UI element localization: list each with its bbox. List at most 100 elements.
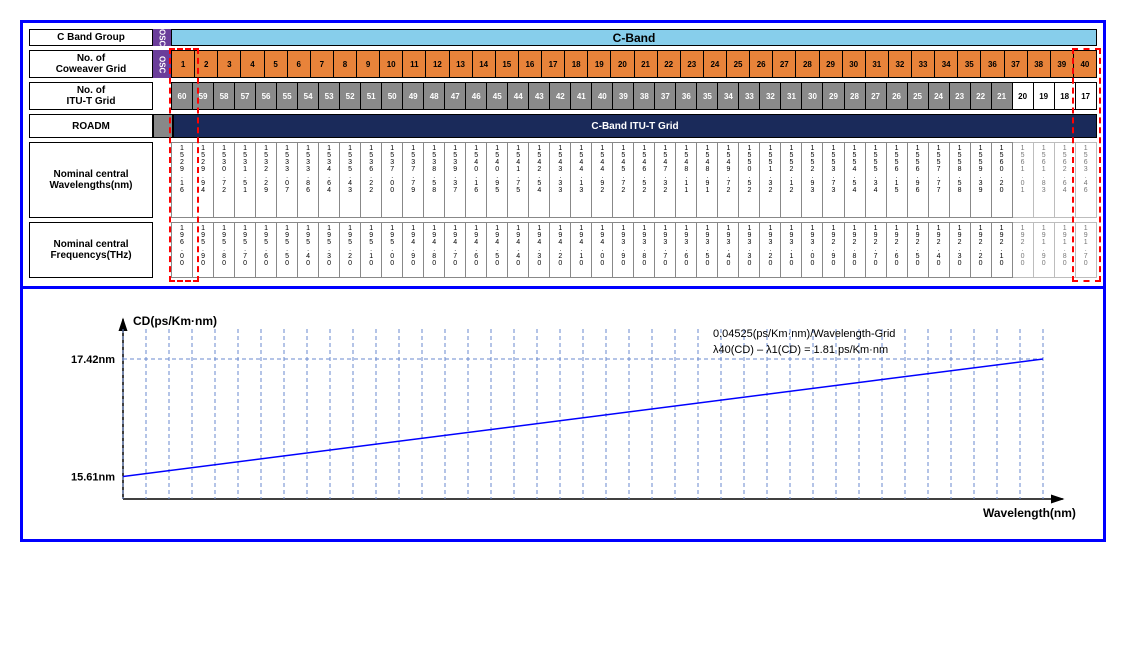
coweaver-cell: 31 xyxy=(866,50,889,78)
value-cell: 1556.96 xyxy=(908,142,929,218)
coweaver-cell: 6 xyxy=(288,50,311,78)
value-cell: 192.60 xyxy=(887,222,908,278)
value-cell: 1531.51 xyxy=(235,142,256,218)
coweaver-cell: 28 xyxy=(796,50,819,78)
itut-cell: 51 xyxy=(361,82,382,110)
itut-cell: 55 xyxy=(277,82,298,110)
svg-text:Wavelength(nm): Wavelength(nm) xyxy=(983,506,1076,520)
value-cell: 195.60 xyxy=(256,222,277,278)
value-cell: 195.70 xyxy=(235,222,256,278)
value-cell: 191.80 xyxy=(1055,222,1076,278)
value-cell: 1538.58 xyxy=(424,142,445,218)
roadm-pre xyxy=(153,114,173,138)
itut-cell: 20 xyxy=(1013,82,1034,110)
value-cell: 194.10 xyxy=(571,222,592,278)
value-cell: 193.00 xyxy=(802,222,823,278)
coweaver-cell: 14 xyxy=(473,50,496,78)
value-cell: 191.90 xyxy=(1034,222,1055,278)
itut-cell: 32 xyxy=(760,82,781,110)
row-label: Nominal centralFrequencys(THz) xyxy=(29,222,153,278)
value-cell: 1560.20 xyxy=(992,142,1013,218)
itut-cell: 21 xyxy=(992,82,1013,110)
itut-cell: 44 xyxy=(508,82,529,110)
chart-section: 15.61nm17.42nmCD(ps/Km·nm)Wavelength(nm)… xyxy=(23,286,1103,539)
value-cell: 1536.22 xyxy=(361,142,382,218)
itut-cell: 27 xyxy=(866,82,887,110)
value-cell: 193.40 xyxy=(718,222,739,278)
value-cell: 1529.16 xyxy=(171,142,193,218)
svg-text:λ40(CD) – λ1(CD) = 1.81 ps/Km·: λ40(CD) – λ1(CD) = 1.81 ps/Km·nm xyxy=(713,344,888,356)
value-cell: 1540.95 xyxy=(487,142,508,218)
coweaver-cell: 30 xyxy=(843,50,866,78)
value-cell: 1543.33 xyxy=(550,142,571,218)
row-label: Nominal centralWavelengths(nm) xyxy=(29,142,153,218)
itut-cell: 53 xyxy=(319,82,340,110)
coweaver-cell: 34 xyxy=(935,50,958,78)
svg-text:CD(ps/Km·nm): CD(ps/Km·nm) xyxy=(133,314,217,328)
value-cell: 1559.39 xyxy=(971,142,992,218)
coweaver-cell: 37 xyxy=(1005,50,1028,78)
coweaver-cell: 38 xyxy=(1028,50,1051,78)
coweaver-cell: 24 xyxy=(704,50,727,78)
value-cell: 193.90 xyxy=(613,222,634,278)
value-cell: 1534.64 xyxy=(319,142,340,218)
coweaver-cell: 32 xyxy=(889,50,912,78)
value-cell: 1548.91 xyxy=(697,142,718,218)
itut-cell: 40 xyxy=(592,82,613,110)
itut-cell: 42 xyxy=(550,82,571,110)
value-cell: 1562.64 xyxy=(1055,142,1076,218)
value-cell: 1553.73 xyxy=(823,142,844,218)
value-cell: 192.00 xyxy=(1013,222,1034,278)
value-cell: 192.80 xyxy=(845,222,866,278)
value-cell: 1558.58 xyxy=(950,142,971,218)
value-cell: 194.50 xyxy=(487,222,508,278)
value-cell: 1552.12 xyxy=(781,142,802,218)
value-cell: 193.20 xyxy=(760,222,781,278)
value-cell: 191.70 xyxy=(1076,222,1097,278)
itut-cell: 39 xyxy=(613,82,634,110)
value-cell: 194.70 xyxy=(445,222,466,278)
value-cell: 192.50 xyxy=(908,222,929,278)
coweaver-cell: 22 xyxy=(658,50,681,78)
coweaver-cell: 8 xyxy=(334,50,357,78)
value-cell: 1541.75 xyxy=(508,142,529,218)
coweaver-cell: 1 xyxy=(171,50,195,78)
itut-cell: 38 xyxy=(634,82,655,110)
value-cell: 1533.86 xyxy=(298,142,319,218)
coweaver-cell: 27 xyxy=(773,50,796,78)
value-cell: 1552.93 xyxy=(802,142,823,218)
cband-bar: C-Band xyxy=(171,29,1097,46)
itut-cell: 56 xyxy=(256,82,277,110)
coweaver-cell: 3 xyxy=(218,50,241,78)
value-cell: 194.90 xyxy=(403,222,424,278)
value-cell: 195.50 xyxy=(277,222,298,278)
value-cell: 195.00 xyxy=(382,222,403,278)
coweaver-cell: 23 xyxy=(681,50,704,78)
value-cell: 196.00 xyxy=(171,222,193,278)
outer-frame: C Band GroupOSCC-BandNo. ofCoweaver Grid… xyxy=(20,20,1106,542)
itut-cell: 22 xyxy=(971,82,992,110)
itut-cell: 18 xyxy=(1055,82,1076,110)
value-cell: 1530.72 xyxy=(214,142,235,218)
coweaver-cell: 25 xyxy=(727,50,750,78)
value-cell: 1537.00 xyxy=(382,142,403,218)
row-label: No. ofITU-T Grid xyxy=(29,82,153,110)
value-cell: 1535.43 xyxy=(340,142,361,218)
value-cell: 193.50 xyxy=(697,222,718,278)
coweaver-cell: 39 xyxy=(1051,50,1074,78)
value-cell: 1537.79 xyxy=(403,142,424,218)
value-cell: 1554.54 xyxy=(845,142,866,218)
value-cell: 1556.15 xyxy=(887,142,908,218)
value-cell: 194.00 xyxy=(592,222,613,278)
value-cell: 195.90 xyxy=(193,222,214,278)
roadm-bar: C-Band ITU-T Grid xyxy=(173,114,1097,138)
value-cell: 192.90 xyxy=(823,222,844,278)
grid-section: C Band GroupOSCC-BandNo. ofCoweaver Grid… xyxy=(23,23,1103,286)
itut-cell: 48 xyxy=(424,82,445,110)
itut-cell: 60 xyxy=(171,82,193,110)
itut-cell: 24 xyxy=(929,82,950,110)
itut-cell: 34 xyxy=(718,82,739,110)
itut-cell: 54 xyxy=(298,82,319,110)
coweaver-cell: 15 xyxy=(496,50,519,78)
value-cell: 195.30 xyxy=(319,222,340,278)
